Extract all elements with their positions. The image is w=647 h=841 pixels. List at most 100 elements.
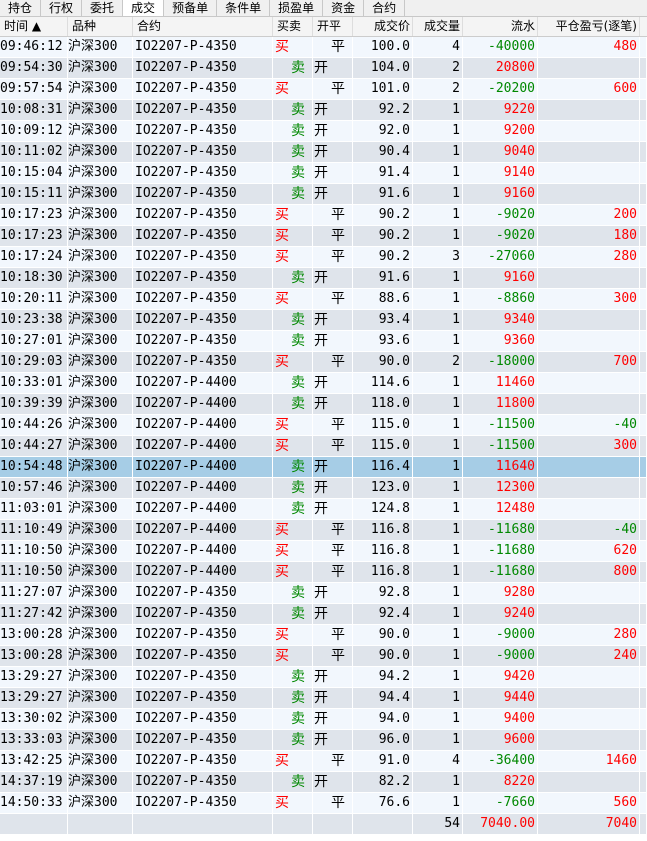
- close-pnl: [538, 772, 640, 792]
- table-row[interactable]: 10:11:02 沪深300 IO2207-P-4350 卖开 90.4 1 9040: [0, 142, 647, 163]
- table-row[interactable]: 10:08:31 沪深300 IO2207-P-4350 卖开 92.2 1 9220: [0, 100, 647, 121]
- table-row[interactable]: 10:09:12 沪深300 IO2207-P-4350 卖开 92.0 1 9200: [0, 121, 647, 142]
- tab-0[interactable]: 持仓: [0, 0, 42, 16]
- contract: IO2207-P-4350: [133, 625, 273, 645]
- table-row[interactable]: 11:27:07 沪深300 IO2207-P-4350 卖开 92.8 1 9280: [0, 583, 647, 604]
- column-header-close-pnl[interactable]: 平仓盈亏(逐笔): [538, 17, 640, 36]
- column-header-quantity[interactable]: 成交量: [413, 17, 463, 36]
- flow: -11680: [463, 562, 538, 582]
- table-row[interactable]: 10:23:38 沪深300 IO2207-P-4350 卖开 93.4 1 9340: [0, 310, 647, 331]
- table-row[interactable]: 10:20:11 沪深300 IO2207-P-4350 买平 88.6 1 -8860 30…: [0, 289, 647, 310]
- table-row[interactable]: 10:27:01 沪深300 IO2207-P-4350 卖开 93.6 1 9360: [0, 331, 647, 352]
- side: 卖: [273, 478, 313, 498]
- column-header-flow[interactable]: 流水: [463, 17, 538, 36]
- tab-2[interactable]: 委托: [82, 0, 124, 16]
- quantity: 1: [413, 709, 463, 729]
- filler: [640, 751, 647, 771]
- tab-7[interactable]: 资金: [323, 0, 365, 16]
- column-header-side[interactable]: 买卖: [273, 17, 313, 36]
- time: 13:29:27: [0, 667, 68, 687]
- close-pnl: 800: [538, 562, 640, 582]
- contract: IO2207-P-4400: [133, 541, 273, 561]
- quantity: 1: [413, 289, 463, 309]
- quantity: 4: [413, 37, 463, 57]
- time: 10:44:27: [0, 436, 68, 456]
- tab-5[interactable]: 条件单: [217, 0, 271, 16]
- product: 沪深300: [68, 226, 133, 246]
- column-header-time[interactable]: 时间 ▲: [0, 17, 68, 36]
- table-row[interactable]: 14:37:19 沪深300 IO2207-P-4350 卖开 82.2 1 8220: [0, 772, 647, 793]
- column-header-price[interactable]: 成交价: [353, 17, 413, 36]
- side: 买: [273, 646, 313, 666]
- tab-8[interactable]: 合约: [364, 0, 406, 16]
- side: 卖: [273, 268, 313, 288]
- table-row[interactable]: 13:30:02 沪深300 IO2207-P-4350 卖开 94.0 1 9400: [0, 709, 647, 730]
- table-row[interactable]: 10:33:01 沪深300 IO2207-P-4400 卖开 114.6 1 11460: [0, 373, 647, 394]
- price: 91.6: [353, 268, 413, 288]
- tab-3[interactable]: 成交: [123, 0, 165, 16]
- table-row[interactable]: 11:10:49 沪深300 IO2207-P-4400 买平 116.8 1 -11680…: [0, 520, 647, 541]
- price: 116.8: [353, 562, 413, 582]
- close-pnl: 300: [538, 436, 640, 456]
- open-close: 平: [313, 646, 353, 666]
- table-row[interactable]: 10:15:04 沪深300 IO2207-P-4350 卖开 91.4 1 9140: [0, 163, 647, 184]
- price: 90.0: [353, 646, 413, 666]
- quantity: 1: [413, 604, 463, 624]
- table-row[interactable]: 09:57:54 沪深300 IO2207-P-4350 买平 101.0 2 -20200…: [0, 79, 647, 100]
- side: 买: [273, 247, 313, 267]
- column-header-product[interactable]: 品种: [68, 17, 133, 36]
- table-row[interactable]: 09:46:12 沪深300 IO2207-P-4350 买平 100.0 4 -40000…: [0, 37, 647, 58]
- table-row[interactable]: 14:50:33 沪深300 IO2207-P-4350 买平 76.6 1 -7660 56…: [0, 793, 647, 814]
- table-row[interactable]: 11:27:42 沪深300 IO2207-P-4350 卖开 92.4 1 9240: [0, 604, 647, 625]
- table-row[interactable]: 13:29:27 沪深300 IO2207-P-4350 卖开 94.4 1 9440: [0, 688, 647, 709]
- table-row[interactable]: 10:54:48 沪深300 IO2207-P-4400 卖开 116.4 1 11640: [0, 457, 647, 478]
- table-row[interactable]: 09:54:30 沪深300 IO2207-P-4350 卖开 104.0 2 20800: [0, 58, 647, 79]
- table-row[interactable]: 10:15:11 沪深300 IO2207-P-4350 卖开 91.6 1 9160: [0, 184, 647, 205]
- flow: 9420: [463, 667, 538, 687]
- table-row[interactable]: 10:44:26 沪深300 IO2207-P-4400 买平 115.0 1 -11500…: [0, 415, 647, 436]
- time: 11:10:49: [0, 520, 68, 540]
- product: 沪深300: [68, 331, 133, 351]
- table-row[interactable]: 10:18:30 沪深300 IO2207-P-4350 卖开 91.6 1 9160: [0, 268, 647, 289]
- table-row[interactable]: 13:29:27 沪深300 IO2207-P-4350 卖开 94.2 1 9420: [0, 667, 647, 688]
- table-row[interactable]: 10:17:23 沪深300 IO2207-P-4350 买平 90.2 1 -9020 18…: [0, 226, 647, 247]
- side: 买: [273, 37, 313, 57]
- side: 卖: [273, 331, 313, 351]
- filler: [640, 37, 647, 57]
- contract: IO2207-P-4350: [133, 793, 273, 813]
- quantity: 1: [413, 499, 463, 519]
- product: 沪深300: [68, 772, 133, 792]
- table-row[interactable]: 10:57:46 沪深300 IO2207-P-4400 卖开 123.0 1 12300: [0, 478, 647, 499]
- table-row[interactable]: 10:17:24 沪深300 IO2207-P-4350 买平 90.2 3 -27060 2…: [0, 247, 647, 268]
- time: 10:18:30: [0, 268, 68, 288]
- table-row[interactable]: 11:10:50 沪深300 IO2207-P-4400 买平 116.8 1 -11680…: [0, 562, 647, 583]
- filler: [640, 730, 647, 750]
- time: 13:00:28: [0, 646, 68, 666]
- table-row[interactable]: 10:39:39 沪深300 IO2207-P-4400 卖开 118.0 1 11800: [0, 394, 647, 415]
- tab-6[interactable]: 损盈单: [270, 0, 324, 16]
- time: 10:17:23: [0, 226, 68, 246]
- table-row[interactable]: 13:42:25 沪深300 IO2207-P-4350 买平 91.0 4 -36400 1…: [0, 751, 647, 772]
- flow: 9200: [463, 121, 538, 141]
- flow: -8860: [463, 289, 538, 309]
- table-row[interactable]: 10:44:27 沪深300 IO2207-P-4400 买平 115.0 1 -11500…: [0, 436, 647, 457]
- close-pnl: 280: [538, 247, 640, 267]
- price: 94.4: [353, 688, 413, 708]
- table-row[interactable]: 10:17:23 沪深300 IO2207-P-4350 买平 90.2 1 -9020 20…: [0, 205, 647, 226]
- tab-4[interactable]: 预备单: [164, 0, 218, 16]
- tab-1[interactable]: 行权: [41, 0, 83, 16]
- open-close: 开: [313, 373, 353, 393]
- table-row[interactable]: 10:29:03 沪深300 IO2207-P-4350 买平 90.0 2 -18000 7…: [0, 352, 647, 373]
- table-row[interactable]: 13:33:03 沪深300 IO2207-P-4350 卖开 96.0 1 9600: [0, 730, 647, 751]
- quantity: 2: [413, 352, 463, 372]
- product: 沪深300: [68, 541, 133, 561]
- table-row[interactable]: 11:03:01 沪深300 IO2207-P-4400 卖开 124.8 1 12480: [0, 499, 647, 520]
- close-pnl: [538, 58, 640, 78]
- side: 卖: [273, 184, 313, 204]
- column-header-open-close[interactable]: 开平: [313, 17, 353, 36]
- table-row[interactable]: 13:00:28 沪深300 IO2207-P-4350 买平 90.0 1 -9000 28…: [0, 625, 647, 646]
- table-row[interactable]: 11:10:50 沪深300 IO2207-P-4400 买平 116.8 1 -11680…: [0, 541, 647, 562]
- side: 买: [273, 352, 313, 372]
- column-header-contract[interactable]: 合约: [133, 17, 273, 36]
- table-row[interactable]: 13:00:28 沪深300 IO2207-P-4350 买平 90.0 1 -9000 24…: [0, 646, 647, 667]
